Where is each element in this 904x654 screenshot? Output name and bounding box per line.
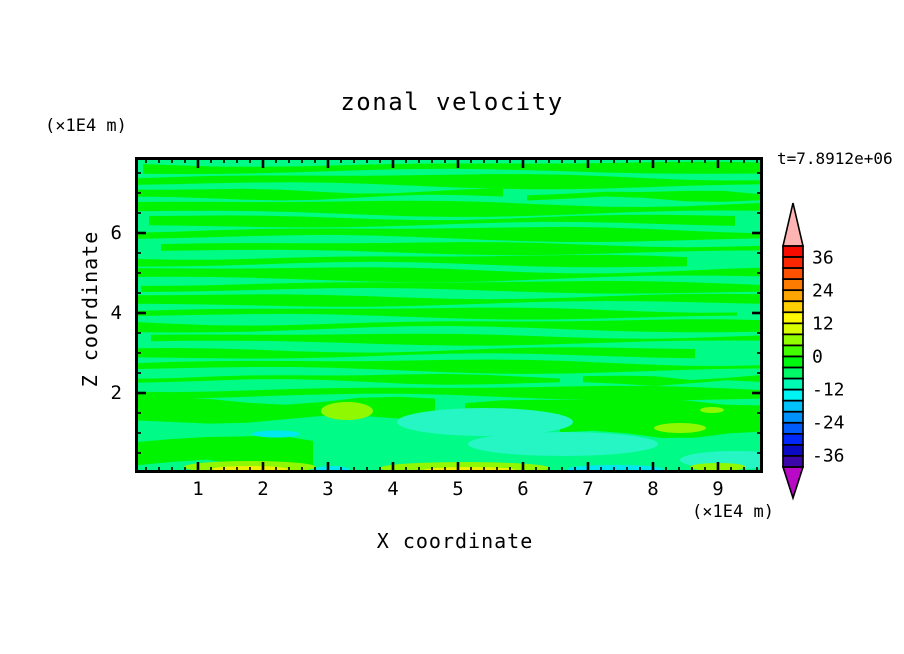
contour-band — [135, 267, 763, 283]
colorbar-segment — [782, 311, 804, 325]
x-tick-label: 9 — [712, 478, 724, 500]
colorbar-segment — [782, 344, 804, 358]
x-tick-label: 2 — [257, 478, 269, 500]
y-tick-label: 4 — [110, 302, 122, 324]
colorbar-segment — [782, 333, 804, 347]
x-axis-label: X coordinate — [376, 529, 534, 553]
contour-band — [135, 435, 313, 468]
colorbar-label: -12 — [812, 379, 845, 401]
y-tick-label: 6 — [110, 222, 122, 244]
colorbar-segment — [782, 300, 804, 314]
colorbar-segment — [782, 444, 804, 457]
contour-band — [135, 293, 763, 307]
contour-band — [135, 226, 763, 242]
colorbar-over-arrow — [781, 202, 805, 247]
contour-band — [135, 200, 763, 217]
contour-band — [527, 190, 763, 202]
x-tick-label: 5 — [452, 478, 464, 500]
contour-field — [135, 157, 763, 473]
contour-band — [151, 333, 763, 346]
contour-band — [135, 174, 763, 190]
colorbar-label: 36 — [812, 247, 834, 269]
contour-band — [161, 242, 763, 256]
colorbar — [781, 202, 805, 501]
colorbar-segment — [782, 410, 804, 424]
x-tick-label: 4 — [387, 478, 399, 500]
colorbar-segment — [782, 377, 804, 391]
x-tick-label: 8 — [647, 478, 659, 500]
x-axis-unit-label: (×1E4 m) — [692, 502, 774, 522]
colorbar-segment — [782, 245, 804, 258]
contour-band — [135, 359, 763, 374]
colorbar-segment — [782, 322, 804, 336]
contour-patch — [654, 423, 706, 433]
colorbar-segment — [782, 278, 804, 292]
contour-band — [135, 254, 687, 268]
plot-border — [135, 157, 763, 473]
contour-band — [135, 319, 763, 333]
contour-patch — [397, 408, 573, 436]
colorbar-label: -36 — [812, 445, 845, 467]
colorbar-segment — [782, 455, 804, 468]
y-tick-label: 2 — [110, 382, 122, 404]
colorbar-segment — [782, 421, 804, 435]
colorbar-segment — [782, 267, 804, 280]
contour-band — [583, 374, 763, 386]
colorbar-segment — [782, 289, 804, 303]
colorbar-label: 12 — [812, 313, 834, 335]
contour-band — [135, 188, 503, 201]
colorbar-segment — [782, 433, 804, 446]
contour-plot — [135, 157, 763, 473]
colorbar-under-arrow — [781, 466, 805, 501]
colorbar-segment — [782, 355, 804, 369]
contour-patch — [321, 402, 373, 420]
y-axis-unit-label: (×1E4 m) — [45, 116, 127, 136]
colorbar-segment — [782, 399, 804, 413]
contour-band — [149, 214, 735, 228]
x-tick-label: 1 — [192, 478, 204, 500]
x-tick-label: 7 — [582, 478, 594, 500]
contour-band — [135, 373, 560, 385]
colorbar-segment — [782, 388, 804, 402]
chart-title: zonal velocity — [340, 88, 564, 116]
contour-band — [135, 385, 763, 401]
colorbar-label: 24 — [812, 280, 834, 302]
contour-patch — [252, 430, 300, 438]
contour-band — [135, 307, 737, 320]
time-annotation: t=7.8912e+06 — [777, 149, 893, 168]
colorbar-label: 0 — [812, 346, 823, 368]
colorbar-segment — [782, 366, 804, 380]
colorbar-label: -24 — [812, 412, 845, 434]
contour-band — [143, 161, 763, 174]
colorbar-segment — [782, 256, 804, 269]
x-tick-label: 3 — [322, 478, 334, 500]
contour-patch — [468, 432, 658, 456]
contour-patch — [700, 407, 724, 413]
contour-band — [135, 347, 695, 359]
x-tick-label: 6 — [517, 478, 529, 500]
contour-band — [141, 280, 763, 294]
